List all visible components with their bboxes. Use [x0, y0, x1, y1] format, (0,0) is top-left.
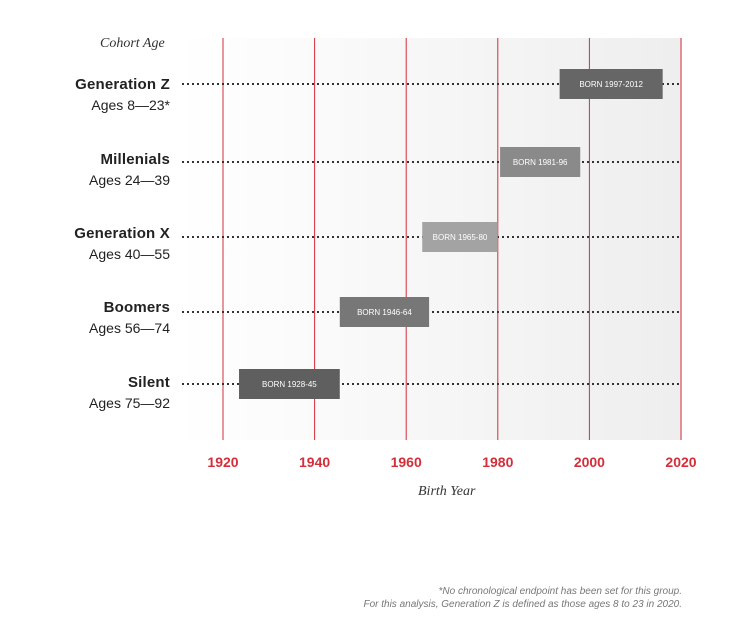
x-tick-label: 2000 — [574, 454, 605, 470]
generation-ages: Ages 8—23* — [91, 97, 170, 113]
label-boomers: Boomers Ages 56—74 — [89, 299, 170, 336]
x-tick-label: 1940 — [299, 454, 330, 470]
x-tick-label: 2020 — [665, 454, 696, 470]
cohort-bar — [239, 369, 340, 399]
generation-name: Generation X — [74, 225, 170, 242]
bar-label: BORN 1965-80 — [433, 233, 488, 242]
footnote: *No chronological endpoint has been set … — [363, 585, 682, 611]
generation-name: Generation Z — [75, 76, 170, 93]
cohort-bar — [339, 297, 430, 327]
label-silent: Silent Ages 75—92 — [89, 374, 170, 411]
cohort-bar — [422, 222, 498, 252]
generation-ages: Ages 24—39 — [89, 172, 170, 188]
x-axis-title: Birth Year — [418, 484, 476, 499]
generation-name: Silent — [127, 374, 170, 391]
generation-ages: Ages 40—55 — [89, 246, 170, 262]
bar-label: BORN 1946-64 — [357, 308, 412, 317]
generation-ages: Ages 75—92 — [89, 395, 170, 411]
x-tick-label: 1960 — [391, 454, 422, 470]
x-tick-label: 1980 — [482, 454, 513, 470]
cohort-age-header: Cohort Age — [100, 36, 165, 51]
cohort-bar — [500, 147, 581, 177]
generation-ages: Ages 56—74 — [89, 320, 170, 336]
footnote-line: For this analysis, Generation Z is defin… — [363, 599, 682, 610]
label-millenials: Millenials Ages 24—39 — [89, 151, 170, 188]
label-generation-x: Generation X Ages 40—55 — [74, 225, 170, 262]
footnote-line: *No chronological endpoint has been set … — [438, 586, 683, 597]
bar-label: BORN 1997-2012 — [579, 80, 643, 89]
cohort-bar — [559, 69, 663, 99]
bar-label: BORN 1928-45 — [262, 380, 317, 389]
label-generation-z: Generation Z Ages 8—23* — [75, 76, 170, 113]
x-tick-label: 1920 — [207, 454, 238, 470]
generation-name: Boomers — [103, 299, 170, 316]
generation-name: Millenials — [100, 151, 170, 168]
bar-label: BORN 1981-96 — [513, 158, 568, 167]
